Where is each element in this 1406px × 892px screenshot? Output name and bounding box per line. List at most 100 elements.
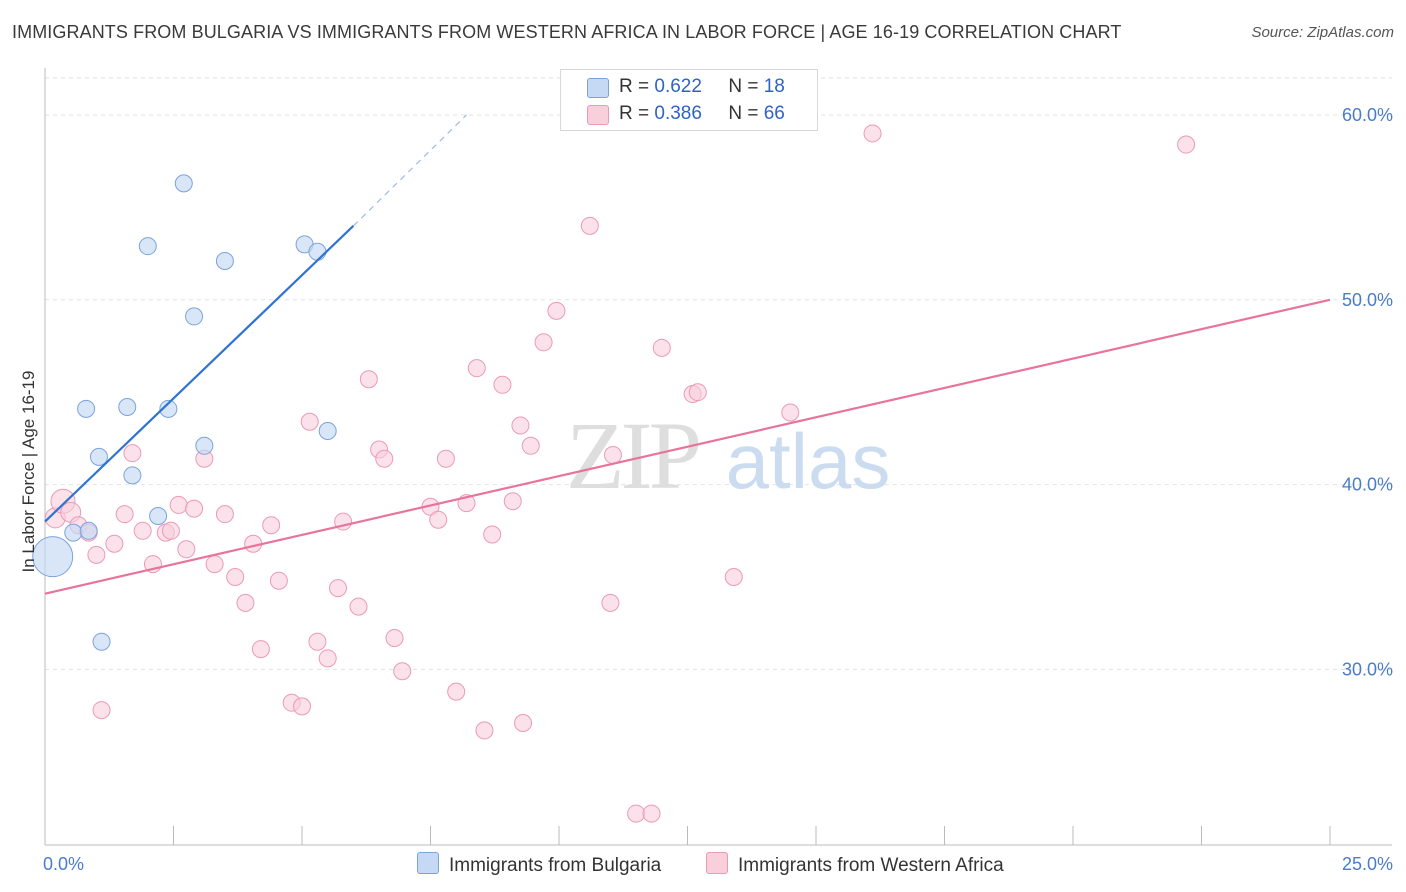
- watermark-zip: ZIP: [566, 402, 699, 509]
- point-western-africa: [781, 403, 800, 422]
- point-western-africa: [177, 540, 196, 559]
- point-bulgaria: [185, 307, 204, 326]
- y-axis-label: In Labor Force | Age 16-19: [19, 371, 38, 573]
- point-western-africa: [375, 449, 394, 468]
- stats-swatch-wafrica: [587, 105, 609, 125]
- point-western-africa: [226, 568, 245, 587]
- point-western-africa: [514, 714, 533, 733]
- point-western-africa: [503, 492, 522, 511]
- point-bulgaria: [64, 523, 83, 542]
- trend-extension-bulgaria: [352, 114, 467, 227]
- point-western-africa: [688, 383, 707, 402]
- y-tick-label: 50.0%: [1342, 290, 1393, 310]
- series-bulgaria: [32, 174, 337, 651]
- point-western-africa: [483, 525, 502, 544]
- point-bulgaria: [174, 174, 193, 193]
- point-western-africa: [580, 216, 599, 235]
- point-western-africa: [863, 124, 882, 143]
- point-bulgaria: [79, 521, 98, 540]
- point-western-africa: [1177, 135, 1196, 154]
- y-tick-label: 30.0%: [1342, 659, 1393, 679]
- point-bulgaria: [215, 251, 234, 270]
- point-western-africa: [652, 338, 671, 357]
- point-bulgaria: [308, 242, 327, 261]
- point-western-africa: [447, 682, 466, 701]
- x-tick-label-max: 25.0%: [1342, 854, 1393, 874]
- watermark: ZIP atlas: [566, 402, 890, 509]
- point-western-africa: [385, 629, 404, 648]
- point-bulgaria: [89, 447, 108, 466]
- point-bulgaria: [123, 466, 142, 485]
- n-value-wafrica: 66: [763, 103, 785, 124]
- trend-line-western-africa: [44, 298, 1331, 595]
- stats-text-bulgaria: R = 0.622 N = 18: [619, 76, 785, 98]
- y-tick-label: 40.0%: [1342, 475, 1393, 495]
- point-western-africa: [436, 449, 455, 468]
- point-bulgaria: [195, 436, 214, 455]
- point-western-africa: [92, 701, 111, 720]
- point-western-africa: [724, 568, 743, 587]
- point-western-africa: [115, 505, 134, 524]
- y-tick-label: 60.0%: [1342, 105, 1393, 125]
- r-label: R =: [619, 103, 650, 124]
- chart-title: IMMIGRANTS FROM BULGARIA VS IMMIGRANTS F…: [12, 22, 1122, 42]
- stats-swatch-bulgaria: [587, 78, 609, 98]
- stats-box: R = 0.622 N = 18 R = 0.386 N = 66: [560, 69, 818, 131]
- stats-row-wafrica: R = 0.386 N = 66: [561, 101, 817, 128]
- r-value-wafrica: 0.386: [654, 103, 702, 124]
- point-western-africa: [161, 521, 180, 540]
- point-bulgaria: [318, 422, 337, 441]
- point-western-africa: [349, 597, 368, 616]
- point-western-africa: [308, 632, 327, 651]
- point-western-africa: [429, 510, 448, 529]
- r-value-bulgaria: 0.622: [654, 76, 702, 97]
- point-bulgaria: [149, 507, 168, 526]
- stats-row-bulgaria: R = 0.622 N = 18: [561, 74, 817, 101]
- point-bulgaria: [77, 399, 96, 418]
- point-western-africa: [300, 412, 319, 431]
- point-western-africa: [251, 640, 270, 659]
- point-western-africa: [269, 571, 288, 590]
- point-western-africa: [185, 499, 204, 518]
- point-western-africa: [328, 579, 347, 598]
- n-label: N =: [728, 76, 759, 97]
- point-western-africa: [359, 370, 378, 389]
- n-label: N =: [728, 103, 759, 124]
- point-bulgaria: [32, 536, 74, 578]
- point-western-africa: [133, 521, 152, 540]
- source-credit: Source: ZipAtlas.com: [1251, 24, 1394, 41]
- point-western-africa: [642, 804, 661, 823]
- stats-text-wafrica: R = 0.386 N = 66: [619, 103, 785, 125]
- axis-layer: [44, 68, 1392, 846]
- legend-label-bulgaria: Immigrants from Bulgaria: [449, 855, 662, 876]
- n-value-bulgaria: 18: [763, 76, 785, 97]
- point-western-africa: [603, 446, 622, 465]
- tick-labels: 30.0% 40.0% 50.0% 60.0% 0.0% 25.0% In Labor Fo…: [19, 105, 1393, 874]
- point-western-africa: [123, 444, 142, 463]
- legend-swatch-bulgaria: [417, 852, 439, 874]
- legend-item-wafrica[interactable]: Immigrants from Western Africa: [706, 852, 1004, 877]
- trend-line-bulgaria: [44, 225, 355, 523]
- legend: Immigrants from Bulgaria Immigrants from…: [0, 852, 1406, 878]
- grid-layer: [45, 77, 1392, 670]
- legend-item-bulgaria[interactable]: Immigrants from Bulgaria: [417, 852, 661, 877]
- point-western-africa: [627, 804, 646, 823]
- point-western-africa: [511, 416, 530, 435]
- point-bulgaria: [138, 237, 157, 256]
- point-western-africa: [318, 649, 337, 668]
- watermark-atlas: atlas: [726, 417, 891, 505]
- legend-swatch-wafrica: [706, 852, 728, 874]
- r-label: R =: [619, 76, 650, 97]
- point-western-africa: [534, 333, 553, 352]
- point-bulgaria: [118, 397, 137, 416]
- point-western-africa: [205, 555, 224, 574]
- point-western-africa: [87, 545, 106, 564]
- point-western-africa: [262, 516, 281, 535]
- point-western-africa: [467, 359, 486, 378]
- point-western-africa: [521, 436, 540, 455]
- point-bulgaria: [159, 399, 178, 418]
- trend-lines: [44, 114, 1331, 595]
- point-western-africa: [236, 593, 255, 612]
- point-western-africa: [169, 495, 188, 514]
